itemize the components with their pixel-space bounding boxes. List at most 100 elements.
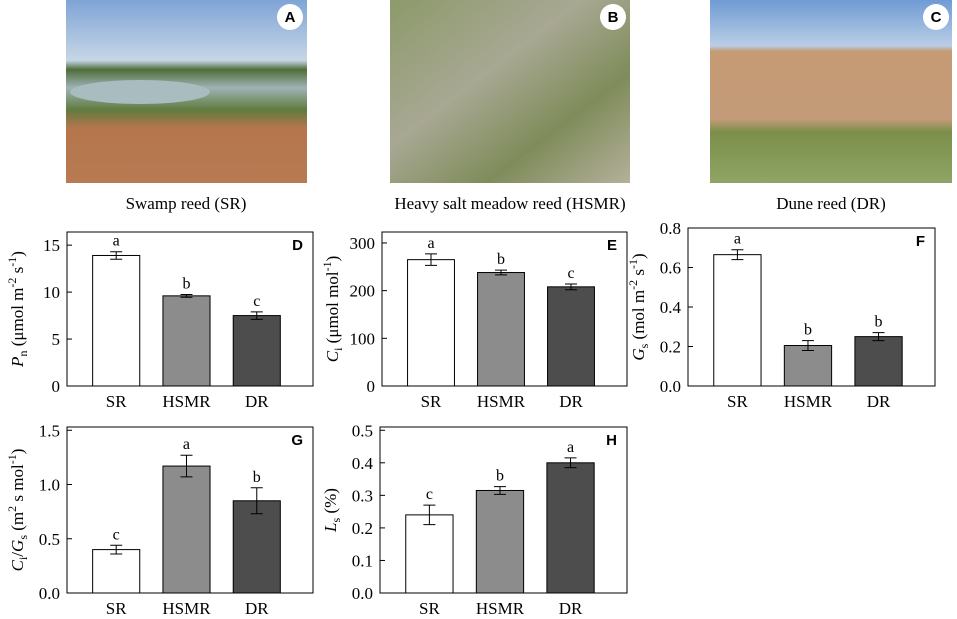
- bar: [162, 295, 211, 387]
- panel-label: E: [607, 237, 617, 254]
- error-bar: [495, 269, 507, 276]
- x-tick-label: SR: [106, 599, 127, 618]
- significance-letter: c: [426, 486, 433, 503]
- y-tick-label: 1.0: [39, 476, 60, 495]
- y-tick-label: 0.2: [660, 338, 681, 357]
- y-axis-label-part: -1: [5, 257, 19, 267]
- y-axis-label-part: -2: [5, 278, 19, 288]
- bar: [162, 465, 211, 594]
- plot-frame: [66, 426, 314, 594]
- error-bar: [423, 504, 436, 526]
- error-bar: [180, 293, 193, 298]
- bar: [92, 254, 141, 387]
- x-tick-label: SR: [421, 392, 442, 411]
- y-axis-label-part: 2: [5, 506, 19, 512]
- significance-letter: c: [113, 526, 120, 543]
- x-tick-label: HSMR: [162, 599, 211, 618]
- y-axis-label-part: G: [8, 540, 27, 552]
- significance-letter: a: [427, 235, 434, 252]
- y-axis-label-part: -1: [320, 261, 334, 271]
- panel-label: G: [291, 432, 303, 449]
- significance-letter: c: [253, 293, 260, 310]
- significance-letter: b: [875, 314, 883, 331]
- y-axis-label-part: (μmol m: [8, 288, 27, 351]
- bar: [546, 462, 595, 594]
- panel-label: C: [931, 9, 942, 26]
- plot-frame: [379, 426, 628, 594]
- y-axis-label-part: /: [8, 552, 27, 557]
- caption: Dune reed (DR): [776, 194, 886, 213]
- y-axis-label-part: G: [629, 348, 648, 360]
- bar: [547, 286, 595, 387]
- label-badge: [600, 4, 626, 30]
- x-tick-label: HSMR: [477, 392, 526, 411]
- y-axis-label-part: i: [16, 556, 30, 560]
- y-tick-label: 0.2: [352, 519, 373, 538]
- bar: [232, 500, 281, 594]
- y-axis-label-part: s: [637, 343, 651, 348]
- y-axis-label-part: s: [629, 269, 648, 280]
- error-bar: [872, 332, 885, 342]
- significance-letter: b: [496, 468, 504, 485]
- x-tick-label: DR: [559, 599, 583, 618]
- y-axis-label-part: s: [329, 517, 343, 522]
- significance-letter: c: [567, 265, 574, 282]
- y-axis-label-part: C: [8, 559, 27, 571]
- x-tick-label: SR: [419, 599, 440, 618]
- y-tick-label: 0.8: [660, 219, 681, 238]
- y-axis-label-part: ): [8, 449, 27, 455]
- significance-letter: a: [113, 233, 120, 250]
- x-tick-label: HSMR: [162, 392, 211, 411]
- significance-letter: a: [183, 436, 190, 453]
- significance-letter: a: [567, 439, 574, 456]
- y-tick-label: 200: [350, 282, 376, 301]
- significance-letter: a: [734, 231, 741, 248]
- x-tick-label: HSMR: [784, 392, 833, 411]
- label-badge: [277, 4, 303, 30]
- photo: [710, 0, 952, 183]
- error-bar: [180, 454, 193, 478]
- error-bar: [565, 283, 577, 291]
- x-tick-label: HSMR: [476, 599, 525, 618]
- y-axis-label-part: L: [321, 522, 340, 532]
- label-badge: [923, 4, 949, 30]
- y-tick-label: 0.4: [352, 454, 374, 473]
- bar: [854, 336, 903, 387]
- bar: [713, 254, 762, 387]
- y-tick-label: 0.0: [352, 584, 373, 603]
- significance-letter: b: [804, 322, 812, 339]
- y-tick-label: 0.1: [352, 551, 373, 570]
- significance-letter: b: [182, 275, 190, 292]
- error-bar: [801, 340, 814, 351]
- y-axis-label-part: (%): [321, 488, 340, 518]
- bar: [405, 514, 454, 594]
- y-tick-label: 0.4: [660, 298, 682, 317]
- water: [70, 80, 210, 104]
- error-bar: [425, 253, 437, 266]
- bar: [232, 315, 281, 387]
- y-axis-label-part: -2: [626, 280, 640, 290]
- error-bar: [110, 251, 123, 260]
- y-axis-label-part: ): [8, 251, 27, 257]
- panel-label: A: [285, 9, 296, 26]
- y-tick-label: 1.5: [39, 421, 60, 440]
- y-tick-label: 300: [350, 234, 376, 253]
- y-tick-label: 5: [52, 330, 61, 349]
- significance-letter: b: [497, 251, 505, 268]
- error-bar: [250, 487, 263, 515]
- panel-label: D: [292, 237, 303, 254]
- y-axis-label-part: (μmol mol: [323, 271, 342, 347]
- y-tick-label: 0: [367, 377, 376, 396]
- photo-b: B Heavy salt meadow reed (HSMR): [390, 0, 630, 213]
- y-tick-label: 10: [43, 283, 60, 302]
- bar: [92, 549, 141, 594]
- caption: Heavy salt meadow reed (HSMR): [394, 194, 625, 213]
- bar: [477, 272, 525, 387]
- caption: Swamp reed (SR): [126, 194, 247, 213]
- y-axis-label-part: (mol m: [629, 290, 648, 344]
- y-axis-label-part: (m: [8, 512, 27, 535]
- panel-label: F: [916, 233, 925, 250]
- bar: [407, 259, 455, 387]
- y-axis-label-part: s: [8, 267, 27, 278]
